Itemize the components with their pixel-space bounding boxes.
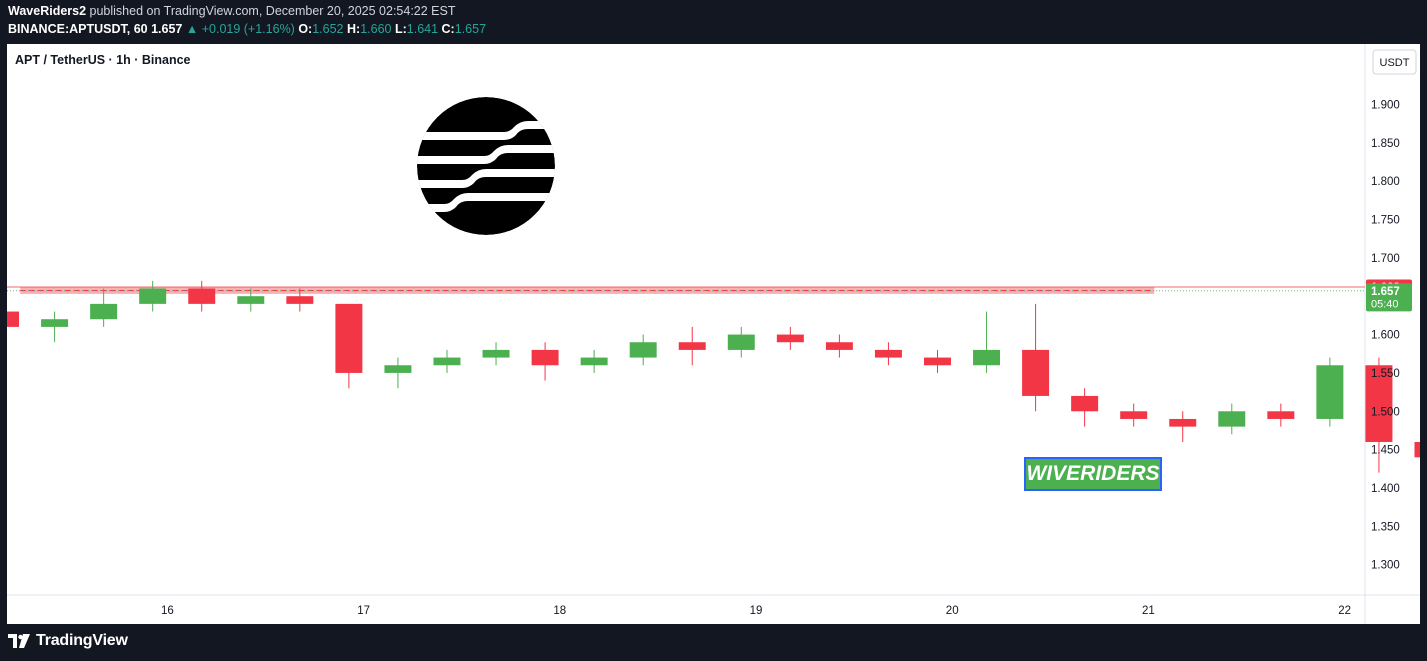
price-chart[interactable]: 1.9001.8501.8001.7501.7001.6501.6001.550…: [7, 44, 1420, 624]
candle-body: [482, 349, 510, 358]
publish-line: WaveRiders2 published on TradingView.com…: [8, 4, 456, 18]
close-label: C:: [441, 22, 455, 36]
price-axis-badge: [1366, 283, 1412, 312]
symbol-line: BINANCE:APTUSDT, 60 1.657 ▲ +0.019 (+1.1…: [8, 22, 486, 36]
candle-body: [188, 288, 216, 304]
time-tick-label: 19: [750, 605, 763, 617]
candle-body: [678, 342, 706, 350]
published-text: published on TradingView.com, December 2…: [86, 4, 456, 18]
time-tick-label: 22: [1338, 605, 1351, 617]
time-tick-label: 18: [553, 605, 566, 617]
price-tick-label: 1.700: [1371, 253, 1400, 265]
candle-body: [1414, 441, 1420, 458]
open-value: 1.652: [312, 22, 344, 36]
last-price: 1.657: [151, 22, 183, 36]
price-tick-label: 1.500: [1371, 406, 1400, 418]
candle-body: [1120, 411, 1148, 419]
footer-bar: TradingView: [0, 624, 1427, 661]
candle-body: [874, 349, 902, 358]
publish-header: WaveRiders2 published on TradingView.com…: [0, 0, 1427, 44]
price-tick-label: 1.900: [1371, 99, 1400, 111]
aptos-logo-icon: [417, 97, 555, 235]
candle-body: [237, 296, 265, 304]
price-tick-label: 1.350: [1371, 521, 1400, 533]
candle-body: [41, 319, 69, 327]
candle-body: [580, 357, 608, 366]
price-tick-label: 1.800: [1371, 176, 1400, 188]
candle-body: [139, 288, 167, 304]
candle-body: [1022, 349, 1050, 396]
candle-body: [1365, 365, 1393, 442]
candle-body: [1169, 418, 1197, 427]
candle-body: [1218, 411, 1246, 427]
price-tick-label: 1.600: [1371, 330, 1400, 342]
up-arrow-icon: ▲: [185, 22, 199, 36]
price-change: +0.019 (+1.16%): [201, 22, 295, 36]
chart-frame[interactable]: 1.9001.8501.8001.7501.7001.6501.6001.550…: [7, 44, 1420, 624]
candle-body: [973, 349, 1001, 366]
symbol-name: BINANCE:APTUSDT, 60: [8, 22, 148, 36]
currency-button[interactable]: [1372, 49, 1417, 75]
bar-countdown: 05:40: [1371, 298, 1399, 310]
price-tick-label: 1.450: [1371, 445, 1400, 457]
time-tick-label: 20: [946, 605, 959, 617]
watermark-badge: WIVERIDERS: [1024, 457, 1162, 491]
candle-body: [629, 342, 657, 358]
time-tick-label: 21: [1142, 605, 1155, 617]
price-tick-label: 1.400: [1371, 483, 1400, 495]
price-tick-label: 1.550: [1371, 368, 1400, 380]
candle-body: [1316, 365, 1344, 419]
low-label: L:: [394, 22, 407, 36]
candle-body: [923, 357, 951, 366]
chart-legend-title: APT / TetherUS · 1h · Binance: [15, 53, 191, 67]
high-label: H:: [346, 22, 361, 36]
close-value: 1.657: [454, 22, 487, 36]
candle-body: [727, 334, 755, 350]
candle-body: [286, 296, 314, 304]
price-tick-label: 1.850: [1371, 138, 1400, 150]
high-value: 1.660: [360, 22, 392, 36]
currency-label: USDT: [1380, 57, 1410, 69]
open-label: O:: [298, 22, 313, 36]
publisher-name[interactable]: WaveRiders2: [8, 4, 87, 18]
tradingview-brand-text: TradingView: [36, 632, 128, 649]
candle-body: [1071, 395, 1099, 412]
candle-body: [90, 303, 118, 320]
candle-body: [825, 342, 853, 350]
time-tick-label: 17: [357, 605, 370, 617]
candle-body: [433, 357, 461, 366]
time-tick-label: 16: [161, 605, 174, 617]
price-badge-value: 1.657: [1371, 286, 1400, 298]
candle-body: [531, 349, 559, 366]
candle-body: [384, 365, 412, 373]
candle-body: [7, 311, 20, 327]
price-tick-label: 1.300: [1371, 560, 1400, 572]
candle-body: [335, 303, 363, 373]
tradingview-logo-icon: [8, 634, 30, 648]
candle-body: [1267, 411, 1295, 419]
low-value: 1.641: [406, 22, 439, 36]
tradingview-brand[interactable]: TradingView: [8, 632, 128, 650]
candle-body: [776, 334, 804, 343]
price-tick-label: 1.750: [1371, 214, 1400, 226]
